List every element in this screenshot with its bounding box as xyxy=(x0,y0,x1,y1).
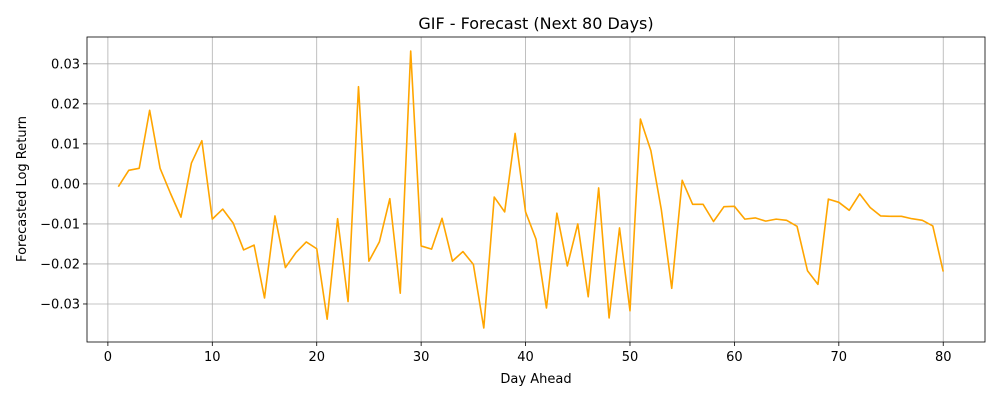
series-layer xyxy=(117,50,945,329)
y-axis: −0.03 −0.02 −0.01 0.00 0.01 0.02 0.03 xyxy=(40,57,87,312)
y-tick-label: 0.01 xyxy=(51,137,80,152)
x-tick-label: 60 xyxy=(726,350,743,365)
y-tick-label: 0.03 xyxy=(51,57,80,72)
y-axis-label: Forecasted Log Return xyxy=(15,116,30,262)
x-axis-label: Day Ahead xyxy=(500,372,571,387)
x-tick-label: 10 xyxy=(204,350,221,365)
series-line xyxy=(117,50,945,329)
x-axis: 0 10 20 30 40 50 60 70 80 xyxy=(104,342,952,365)
y-tick-label: −0.02 xyxy=(40,257,80,272)
y-tick-label: −0.01 xyxy=(40,217,80,232)
y-tick-label: −0.03 xyxy=(40,297,80,312)
x-tick-label: 20 xyxy=(308,350,325,365)
y-tick-label: 0.02 xyxy=(51,97,80,112)
y-tick-label: 0.00 xyxy=(51,177,80,192)
plot-frame xyxy=(86,36,986,343)
chart-title: GIF - Forecast (Next 80 Days) xyxy=(418,14,653,33)
x-tick-label: 30 xyxy=(413,350,430,365)
plot-border xyxy=(86,36,986,343)
x-tick-label: 50 xyxy=(622,350,639,365)
grid xyxy=(87,37,985,342)
x-tick-label: 70 xyxy=(831,350,848,365)
x-tick-label: 0 xyxy=(104,350,112,365)
x-tick-label: 80 xyxy=(935,350,952,365)
x-tick-label: 40 xyxy=(517,350,534,365)
